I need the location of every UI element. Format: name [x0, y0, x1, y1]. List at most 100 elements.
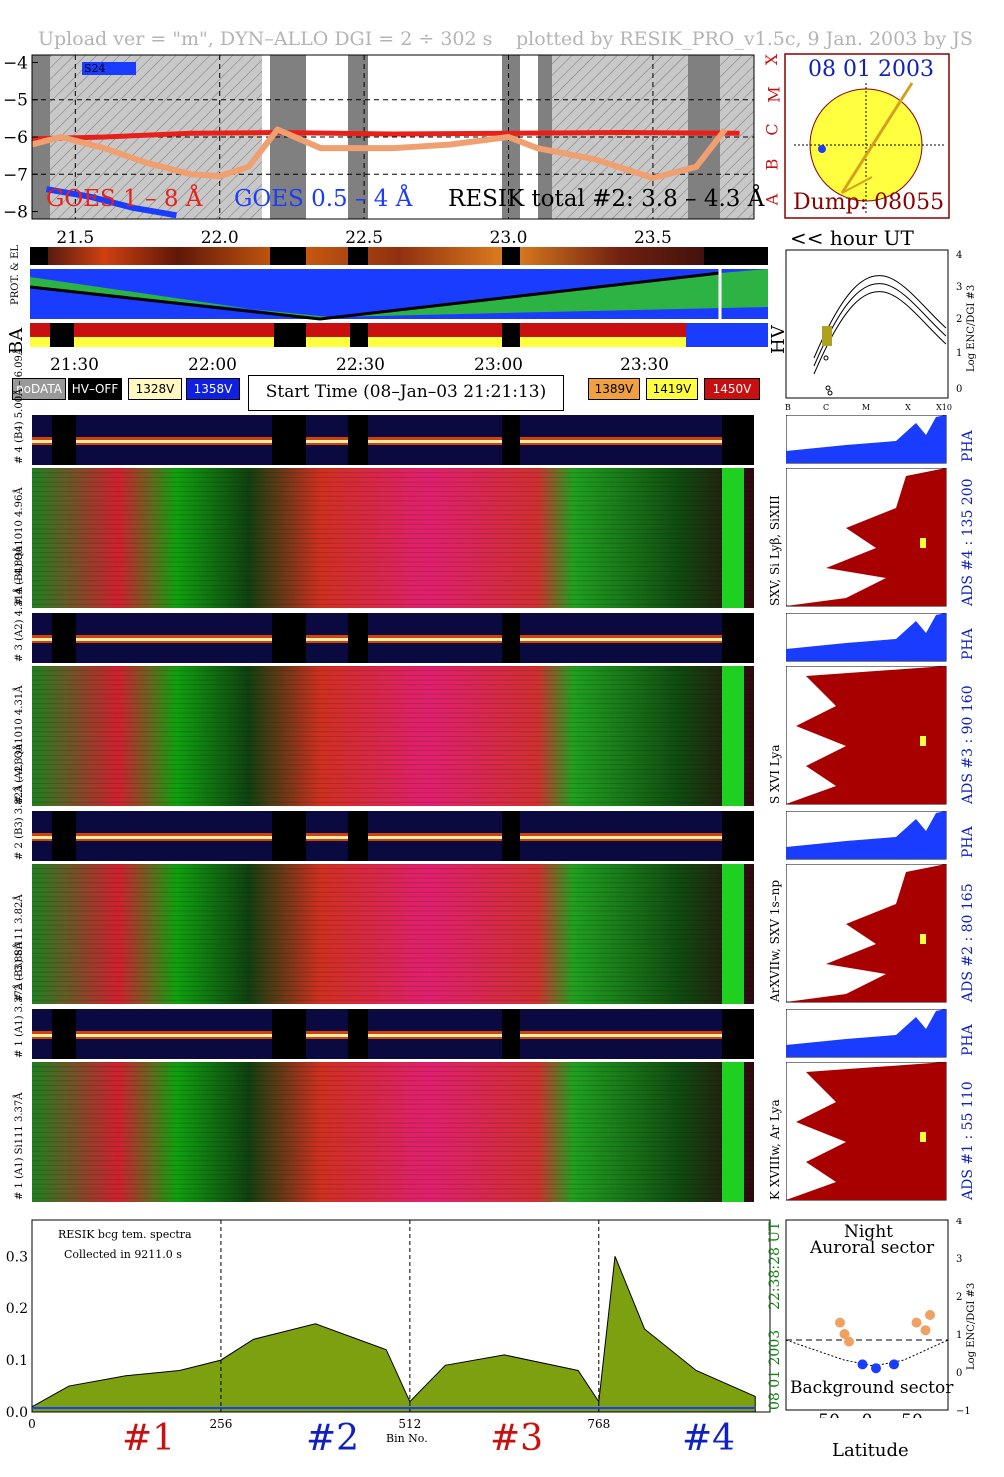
hv-ylabel: Log ENC/DGI #3 [966, 284, 977, 372]
hv-xtick: X10 [936, 403, 952, 412]
ads-histogram-4 [786, 468, 947, 607]
lines-label: S XVI Lya [768, 744, 782, 805]
time-ticks: 21:30 22:00 22:30 23:00 23:30 [0, 355, 780, 379]
ads-label: ADS #1 : 55 110 [960, 1081, 976, 1200]
latitude-point [925, 1310, 935, 1320]
hv-ytick: 1 [956, 348, 962, 359]
legend-1419v: 1419V [646, 378, 698, 400]
hv-ytick: 3 [956, 282, 962, 293]
spectrogram-label: # 1 (A1) Si111 3.37Å [14, 1092, 25, 1200]
header-right: plotted by RESIK_PRO_v1.5c, 9 Jan. 2003 … [516, 28, 973, 50]
latitude-point [857, 1359, 868, 1370]
status-time-tick: 23:00 [474, 355, 523, 375]
status-time-tick: 22:00 [188, 355, 237, 375]
goes-xtick: 21.5 [56, 228, 94, 248]
start-time-box: Start Time (08–Jan–03 21:21:13) [248, 375, 564, 411]
hv-count-plot: B C M X X10 4 3 2 1 0 [785, 249, 962, 412]
status-time-tick: 22:30 [336, 355, 385, 375]
orbit-track [840, 82, 914, 194]
bottom-ytick: 0.2 [6, 1301, 28, 1317]
segment-1: #1 [122, 1418, 176, 1459]
hv-xtick: B [785, 403, 791, 412]
latitude-ytick: 3 [956, 1254, 962, 1265]
latitude-point [844, 1336, 854, 1347]
latitude-point [871, 1363, 881, 1374]
ads-histogram-3 [786, 666, 947, 805]
segment-2: #2 [306, 1418, 360, 1459]
bottom-time: 22:38:28 UT [767, 1221, 783, 1310]
pha-strip-4 [32, 415, 754, 465]
spectrogram-2 [32, 864, 754, 1004]
header-left: Upload ver = "m", DYN–ALLO DGI = 2 ÷ 302… [38, 28, 493, 50]
goes-class-letters: X M C B A [762, 50, 784, 220]
pha-label: # 4 (B4) 5.00Å – 6.09Å [14, 347, 25, 464]
goes-lightcurve-chart: −4 −5 −6 −7 −8 21.5 22.0 22.5 23.0 23.5 [3, 53, 755, 248]
hv-xtick: X [905, 403, 911, 412]
s24-label: S24 [82, 62, 136, 75]
bottom-xtick: 768 [587, 1417, 610, 1431]
goes-series-2 [45, 186, 177, 219]
legend-1389v: 1389V [588, 378, 640, 400]
hv-xtick: M [862, 403, 870, 412]
bottom-date: 08 01 2003 [767, 1329, 783, 1410]
bottom-xtick: 0 [28, 1417, 36, 1431]
spectrogram-3 [32, 666, 754, 806]
ads-label: ADS #4 : 135 200 [960, 478, 976, 606]
legend-goes05: GOES 0.5 – 4 Å [234, 186, 413, 212]
latitude-ytick: 4 [956, 1218, 962, 1227]
legend-1328v: 1328V [128, 378, 182, 400]
latitude-xtick: −50 [804, 1411, 840, 1418]
pha-histogram-2 [786, 811, 947, 860]
ads-histogram-2 [786, 864, 947, 1003]
pha-label: # 2 (B3) 3.82Å – 4.33Å [14, 743, 25, 860]
latitude-point [839, 1329, 850, 1339]
hv-ytick: 0 [956, 384, 962, 395]
bottom-xtick: 512 [398, 1417, 421, 1431]
latitude-ytick: 2 [956, 1292, 962, 1303]
goes-ytick: −8 [3, 203, 28, 223]
latitude-scatter-plot: −50 0 50 4 3 2 1 0 −1 [785, 1218, 971, 1418]
hv-ytick: 2 [956, 314, 962, 325]
ads-label: ADS #3 : 90 160 [960, 685, 976, 804]
lines-label: K XVIIIw, Ar Lya [768, 1099, 782, 1200]
hv-ytick: 4 [956, 250, 962, 261]
latitude-ytick: 1 [956, 1330, 962, 1341]
hour-ut-label: << hour UT [790, 226, 914, 250]
class-letter: B [762, 158, 782, 171]
goes-xtick: 22.0 [201, 228, 239, 248]
status-time-tick: 21:30 [50, 355, 99, 375]
pha-strip-3 [32, 613, 754, 663]
ads-histogram-1 [786, 1062, 947, 1201]
pha-histogram-3 [786, 613, 947, 662]
night-label: Night [844, 1222, 893, 1242]
pha-side-label: PHA [960, 826, 976, 858]
prot-el-label: PROT. & EL [10, 244, 21, 305]
latitude-ylabel: Log ENC/DGI #3 [966, 1282, 977, 1370]
latitude-ytick: 0 [956, 1368, 962, 1379]
legend-1358v: 1358V [186, 378, 240, 400]
spectrogram-1 [32, 1062, 754, 1202]
class-letter: X [762, 53, 782, 66]
latitude-point [911, 1317, 922, 1328]
segment-4: #4 [682, 1418, 736, 1459]
latitude-point [889, 1359, 899, 1370]
goes-ytick: −4 [3, 53, 28, 73]
class-letter: M [764, 86, 784, 103]
pha-histogram-1 [786, 1009, 947, 1058]
pha-histogram-4 [786, 415, 947, 464]
spectrogram-4 [32, 468, 754, 608]
auroral-label: Auroral sector [810, 1238, 935, 1258]
bottom-ytick: 0.3 [6, 1249, 28, 1265]
pha-label: # 3 (A2) 4.31Å – 4.89Å [14, 546, 25, 662]
class-letter: A [762, 193, 782, 206]
lines-label: SXV, Si Lyβ, SiXIII [768, 495, 782, 606]
pha-side-label: PHA [960, 628, 976, 660]
goes-xtick: 23.0 [490, 228, 528, 248]
bottom-note1: RESIK bcg tem. spectra [58, 1228, 192, 1241]
background-label: Background sector [790, 1378, 954, 1398]
lines-label: ArXVIIw, SXV 1s–np [768, 879, 782, 1002]
legend-1450v: 1450V [704, 378, 760, 400]
pha-side-label: PHA [960, 430, 976, 462]
latitude-xlabel: Latitude [832, 1440, 909, 1461]
pha-side-label: PHA [960, 1024, 976, 1056]
